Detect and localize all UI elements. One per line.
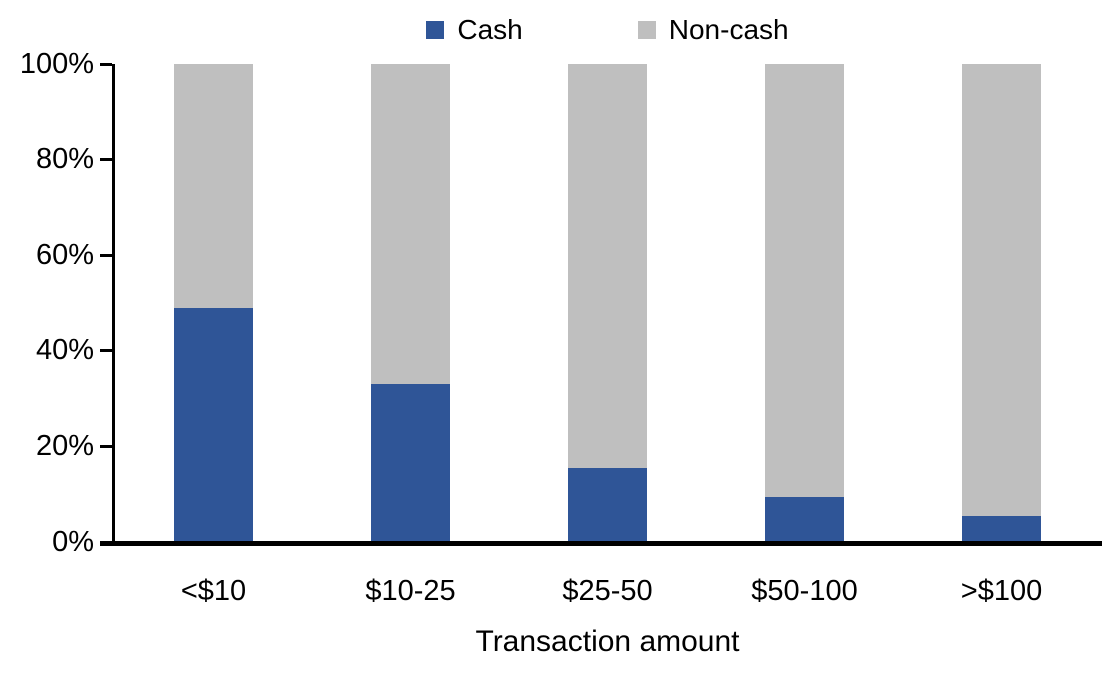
y-axis-tick-label: 0% <box>52 525 94 558</box>
bar-segment-non-cash <box>371 64 450 385</box>
y-axis-tick <box>100 540 112 544</box>
legend-swatch-icon <box>426 21 445 39</box>
x-axis-line <box>100 541 1102 546</box>
y-axis-tick <box>100 62 112 66</box>
legend-item-non-cash: Non-cash <box>637 14 789 45</box>
bar-stack <box>174 64 253 542</box>
bar-segment-non-cash <box>568 64 647 468</box>
legend-item-cash: Cash <box>426 14 523 45</box>
y-axis-tick-label: 100% <box>19 47 94 80</box>
bar-segment-cash <box>962 515 1041 542</box>
x-axis-category-label: <$10 <box>180 575 247 607</box>
y-axis-tick <box>100 158 112 162</box>
y-axis-tick-label: 60% <box>35 238 94 271</box>
legend-label: Non-cash <box>668 14 789 45</box>
x-axis-title: Transaction amount <box>475 625 740 658</box>
bar-segment-non-cash <box>765 64 844 497</box>
x-axis-category-label: $50-100 <box>751 575 858 607</box>
x-axis-category-label: $10-25 <box>365 575 456 607</box>
bar-stack <box>962 64 1041 542</box>
bar-segment-non-cash <box>962 64 1041 516</box>
bar-stack <box>765 64 844 542</box>
y-axis-tick-label: 40% <box>35 334 94 367</box>
bar-segment-non-cash <box>174 64 253 308</box>
x-axis-category-label: >$100 <box>960 575 1043 607</box>
y-axis-tick <box>100 253 112 257</box>
y-axis-tick <box>100 444 112 448</box>
bar-stack <box>568 64 647 542</box>
y-axis-tick-label: 80% <box>35 143 94 176</box>
y-axis-tick <box>100 349 112 353</box>
x-axis-category-label: $25-50 <box>562 575 653 607</box>
bar-segment-cash <box>174 307 253 542</box>
bar-segment-cash <box>568 467 647 542</box>
y-axis-line <box>112 64 115 542</box>
legend-swatch-icon <box>637 21 656 39</box>
bar-segment-cash <box>371 384 450 542</box>
chart-legend: Cash Non-cash <box>115 10 1100 50</box>
legend-label: Cash <box>457 14 523 45</box>
y-axis-tick-label: 20% <box>35 429 94 462</box>
plot-area <box>115 64 1100 542</box>
bar-segment-cash <box>765 496 844 542</box>
bar-stack <box>371 64 450 542</box>
